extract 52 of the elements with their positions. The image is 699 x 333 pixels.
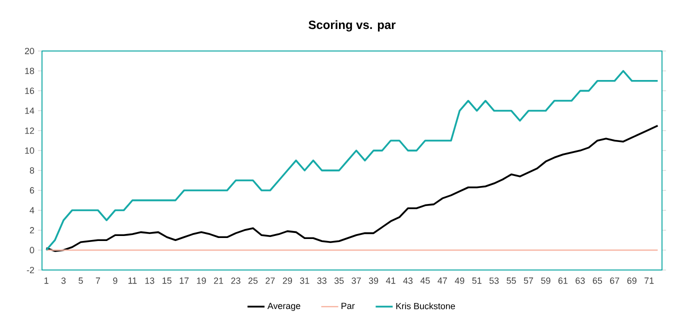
x-tick-label: 11 — [128, 278, 137, 284]
x-tick-label: 49 — [454, 278, 464, 284]
x-tick-label: 63 — [576, 278, 585, 284]
x-tick-label: 65 — [592, 278, 602, 284]
y-tick-label: 12 — [25, 128, 34, 134]
x-tick-label: 15 — [162, 278, 172, 284]
y-tick-label: 20 — [24, 48, 34, 54]
y-tick-label: 6 — [30, 187, 34, 194]
x-tick-label: 17 — [180, 278, 189, 284]
x-tick-label: 37 — [352, 278, 361, 284]
y-tick-label: 10 — [25, 147, 34, 154]
x-tick-label: 5 — [78, 278, 83, 284]
x-tick-label: 31 — [300, 278, 310, 284]
x-tick-label: 25 — [248, 278, 258, 284]
x-tick-label: 53 — [489, 278, 499, 284]
legend-label: Average — [267, 302, 300, 311]
x-tick-label: 69 — [627, 278, 636, 284]
x-tick-label: 51 — [472, 278, 482, 284]
x-tick-label: 67 — [610, 278, 620, 284]
x-tick-label: 43 — [403, 278, 413, 284]
y-tick-label: 2 — [30, 227, 34, 234]
x-tick-label: 1 — [44, 278, 48, 284]
x-tick-label: 3 — [61, 278, 66, 284]
x-tick-label: 59 — [541, 278, 550, 284]
x-tick-label: 71 — [644, 278, 654, 284]
y-tick-label: 0 — [30, 246, 34, 254]
x-tick-label: 7 — [96, 278, 100, 284]
y-tick-label: 18 — [25, 68, 34, 74]
x-tick-label: 21 — [214, 278, 224, 284]
x-tick-label: 41 — [386, 278, 396, 284]
x-tick-label: 23 — [231, 278, 240, 284]
y-tick-label: 16 — [25, 88, 34, 94]
x-tick-label: 29 — [282, 278, 292, 284]
x-tick-label: 61 — [558, 278, 568, 284]
x-tick-label: 35 — [334, 278, 344, 284]
x-tick-label: 13 — [145, 278, 154, 284]
x-tick-label: 19 — [197, 278, 206, 284]
x-tick-label: 55 — [506, 278, 516, 284]
x-tick-label: 57 — [524, 278, 534, 284]
y-tick-label: 14 — [25, 108, 34, 114]
x-tick-label: 45 — [420, 278, 430, 284]
x-tick-label: 39 — [368, 278, 378, 284]
y-tick-label: 4 — [30, 207, 34, 214]
y-tick-label: 8 — [30, 167, 34, 174]
x-tick-label: 47 — [438, 278, 447, 284]
x-tick-label: 33 — [317, 278, 326, 284]
legend-label: Par — [342, 302, 355, 310]
legend-label: Kris Buckstone — [396, 302, 455, 310]
x-tick-label: 9 — [113, 278, 118, 284]
x-tick-label: 27 — [266, 278, 275, 284]
y-tick-label: -2 — [26, 266, 34, 274]
chart-title: Scoring vs. par — [308, 20, 396, 32]
